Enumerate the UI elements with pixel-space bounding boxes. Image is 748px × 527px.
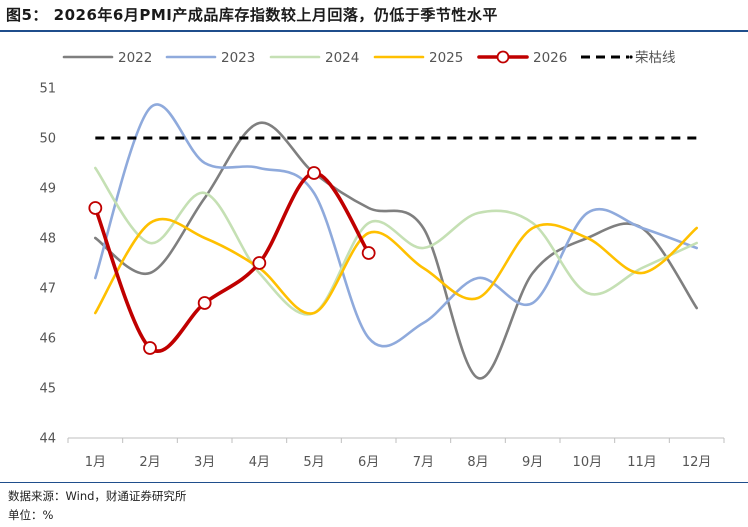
y-tick-label: 44 [39, 432, 56, 447]
unit-note: 单位：% [8, 508, 54, 522]
x-tick-label: 6月 [358, 455, 379, 470]
data-point-2026 [143, 341, 157, 355]
data-point-2026 [307, 166, 321, 180]
y-tick-label: 50 [39, 132, 56, 147]
legend-label: 2026 [533, 50, 567, 66]
legend-label: 2025 [429, 50, 463, 66]
legend-label: 荣枯线 [635, 50, 676, 66]
legend-dot [629, 55, 633, 59]
series-line-2023 [94, 103, 698, 348]
x-tick-label: 2月 [139, 455, 160, 470]
y-tick-label: 51 [39, 82, 56, 97]
legend-label: 2024 [325, 50, 359, 66]
y-tick-label: 45 [39, 382, 56, 397]
x-tick-label: 3月 [194, 455, 215, 470]
x-tick-label: 12月 [682, 455, 712, 470]
data-point-2026 [88, 201, 103, 215]
title-divider [0, 30, 748, 32]
data-point-2026 [252, 256, 267, 270]
x-tick-label: 8月 [467, 455, 488, 470]
data-point-2026 [361, 246, 376, 260]
x-tick-label: 7月 [413, 455, 434, 470]
x-tick-label: 4月 [249, 455, 270, 470]
chart-legend: 2022 2023 2024 2025 2026 荣枯线 [62, 50, 676, 66]
x-axis: 1月 2月 3月 4月 5月 6月 7月 8月 9月 10月 11月 12月 [67, 437, 725, 470]
x-tick-label: 11月 [627, 455, 657, 470]
x-tick-label: 1月 [85, 455, 106, 470]
legend-marker-2026 [496, 50, 510, 64]
series-layer [88, 103, 698, 380]
x-tick-label: 5月 [303, 455, 324, 470]
footer-divider [0, 482, 748, 483]
y-tick-label: 47 [39, 282, 56, 297]
line-chart: 2022 2023 2024 2025 2026 荣枯线 44 45 46 47 48 49 50 51… [39, 50, 725, 470]
y-tick-label: 49 [39, 182, 56, 197]
x-tick-label: 9月 [522, 455, 543, 470]
y-tick-label: 48 [39, 232, 56, 247]
figure-title: 图5： 2026年6月PMI产成品库存指数较上月回落，仍低于季节性水平 [6, 6, 498, 24]
x-tick-label: 10月 [573, 455, 603, 470]
series-line-2025 [94, 217, 698, 315]
series-line-2024 [94, 166, 698, 316]
y-axis: 44 45 46 47 48 49 50 51 [39, 82, 56, 447]
y-tick-label: 46 [39, 332, 56, 347]
legend-label: 2023 [221, 50, 255, 66]
data-point-2026 [197, 296, 212, 310]
source-note: 数据来源：Wind，财通证券研究所 [8, 489, 187, 503]
series-line-2026 [93, 171, 371, 353]
legend-label: 2022 [118, 50, 152, 66]
